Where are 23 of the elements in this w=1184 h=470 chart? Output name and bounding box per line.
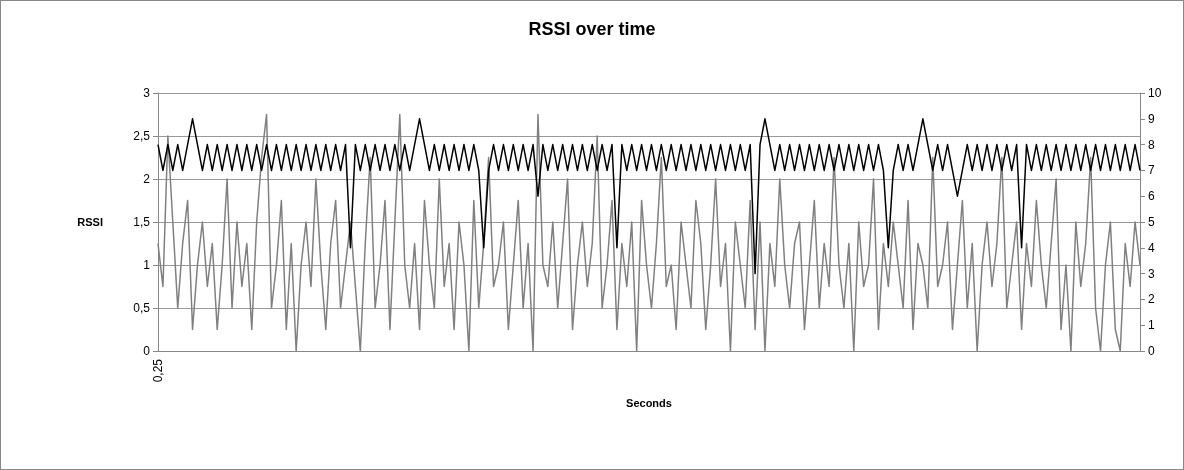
y-tick-label: 0 (143, 344, 151, 358)
line-series (157, 118, 1141, 275)
y2-tick-label: 3 (1148, 266, 1155, 281)
y-tick-label: 3 (143, 86, 151, 100)
y2-tick-label: 0 (1148, 344, 1155, 358)
y2-tick-label: 10 (1148, 86, 1162, 100)
y2-tick-label: 2 (1148, 292, 1155, 307)
y-tick-label: 0,5 (133, 301, 151, 315)
y2-tick-label: 9 (1148, 111, 1155, 126)
y-tick-label: 1 (143, 258, 151, 272)
y2-tick-label: 5 (1148, 215, 1155, 229)
y2-tick-label: 8 (1148, 137, 1155, 152)
y-tick-label: 1,5 (133, 215, 151, 229)
y2-tick-label: 4 (1148, 240, 1155, 255)
y-tick-label: 2,5 (133, 129, 151, 143)
y2-tick-label: 7 (1148, 163, 1155, 178)
x-tick-label: 0,25 (151, 358, 165, 383)
y-axis-title: RSSI (77, 216, 103, 228)
y-tick-label: 2 (143, 172, 151, 186)
chart-title: RSSI over time (528, 19, 656, 39)
y2-tick-label: 6 (1148, 189, 1155, 204)
x-axis-title: Seconds (626, 396, 672, 409)
y2-tick-label: 1 (1148, 318, 1155, 333)
